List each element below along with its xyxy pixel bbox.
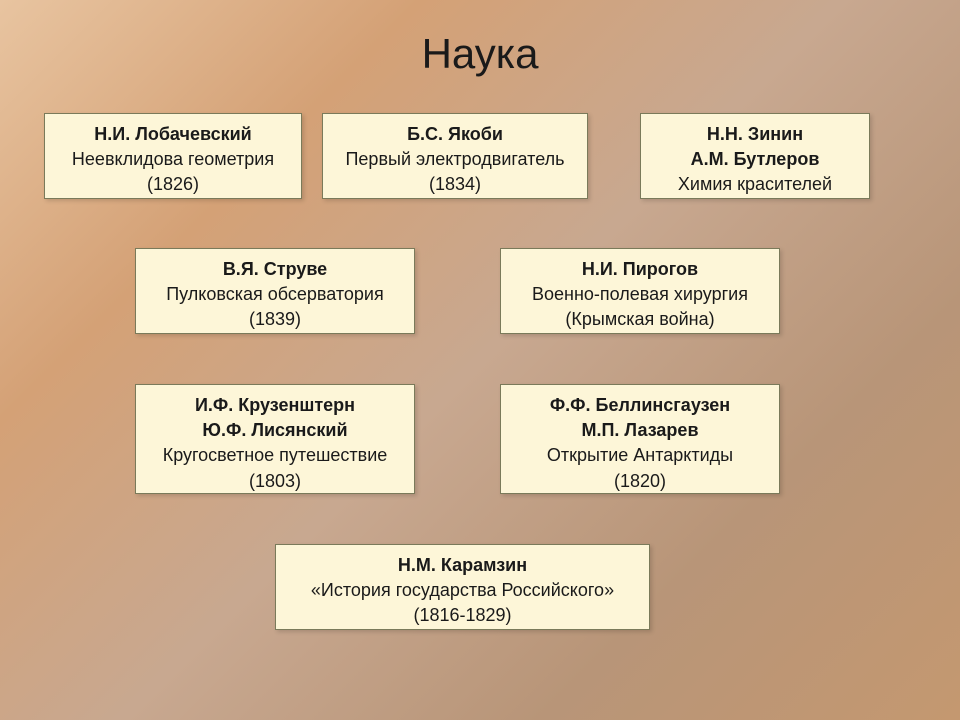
card-desc: Первый электродвигатель — [335, 147, 575, 172]
card-date: (1820) — [513, 469, 767, 494]
info-card-0: Н.И. ЛобачевскийНеевклидова геометрия(18… — [44, 113, 302, 199]
info-card-1: Б.С. ЯкобиПервый электродвигатель(1834) — [322, 113, 588, 199]
card-name: Н.М. Карамзин — [288, 553, 637, 578]
card-desc: Химия красителей — [653, 172, 857, 197]
info-card-6: Ф.Ф. БеллинсгаузенМ.П. ЛазаревОткрытие А… — [500, 384, 780, 494]
card-name: Ф.Ф. Беллинсгаузен — [513, 393, 767, 418]
info-card-4: Н.И. ПироговВоенно-полевая хирургия(Крым… — [500, 248, 780, 334]
card-date: (Крымская война) — [513, 307, 767, 332]
card-name: Ю.Ф. Лисянский — [148, 418, 402, 443]
card-date: (1834) — [335, 172, 575, 197]
card-date: (1803) — [148, 469, 402, 494]
card-name: Н.И. Пирогов — [513, 257, 767, 282]
card-date: (1816-1829) — [288, 603, 637, 628]
card-name: М.П. Лазарев — [513, 418, 767, 443]
card-desc: Пулковская обсерватория — [148, 282, 402, 307]
info-card-5: И.Ф. КрузенштернЮ.Ф. ЛисянскийКругосветн… — [135, 384, 415, 494]
card-name: В.Я. Струве — [148, 257, 402, 282]
info-card-3: В.Я. СтрувеПулковская обсерватория(1839) — [135, 248, 415, 334]
card-desc: Открытие Антарктиды — [513, 443, 767, 468]
card-name: А.М. Бутлеров — [653, 147, 857, 172]
card-desc: Кругосветное путешествие — [148, 443, 402, 468]
page-title: Наука — [0, 0, 960, 103]
card-date: (1826) — [57, 172, 289, 197]
info-card-7: Н.М. Карамзин«История государства Россий… — [275, 544, 650, 630]
card-date: (1839) — [148, 307, 402, 332]
card-desc: Военно-полевая хирургия — [513, 282, 767, 307]
card-name: Н.Н. Зинин — [653, 122, 857, 147]
card-name: И.Ф. Крузенштерн — [148, 393, 402, 418]
card-desc: «История государства Российского» — [288, 578, 637, 603]
card-name: Н.И. Лобачевский — [57, 122, 289, 147]
info-card-2: Н.Н. ЗининА.М. БутлеровХимия красителей — [640, 113, 870, 199]
card-desc: Неевклидова геометрия — [57, 147, 289, 172]
card-name: Б.С. Якоби — [335, 122, 575, 147]
